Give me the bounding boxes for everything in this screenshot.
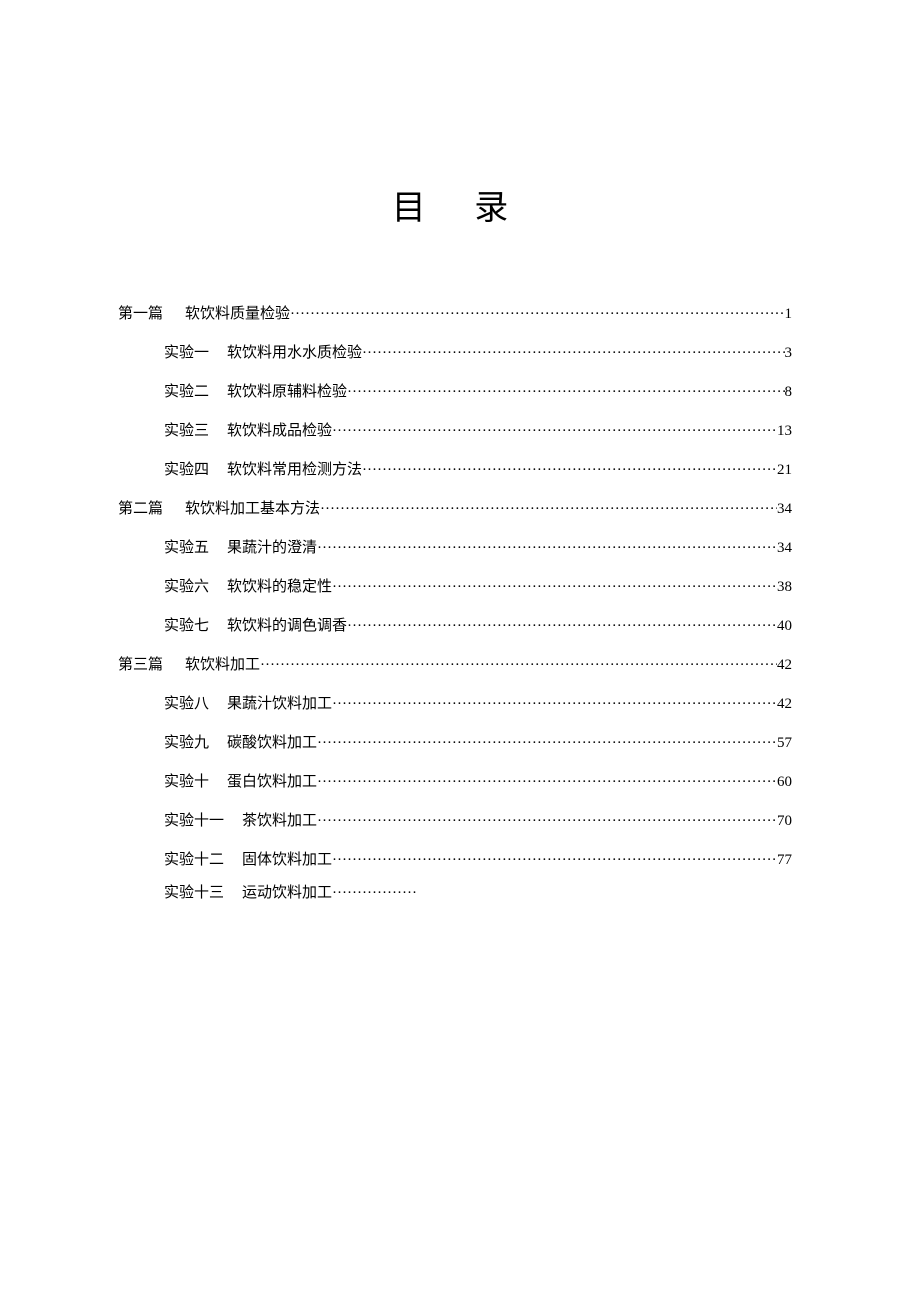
toc-section-heading: 第三篇 软饮料加工 42 xyxy=(118,658,792,673)
toc-leader xyxy=(320,502,777,517)
page-number: 34 xyxy=(777,541,792,556)
item-title: 软饮料成品检验 xyxy=(227,424,332,439)
toc-leader xyxy=(317,775,777,790)
toc-item: 实验二 软饮料原辅料检验 8 xyxy=(118,385,792,400)
toc-item: 实验八 果蔬汁饮料加工 42 xyxy=(118,697,792,712)
page-number: 60 xyxy=(777,775,792,790)
item-label: 实验十一 xyxy=(164,814,224,829)
toc-leader xyxy=(332,853,777,868)
item-label: 实验三 xyxy=(164,424,209,439)
page-number: 42 xyxy=(777,658,792,673)
toc-leader xyxy=(332,580,777,595)
item-title: 软饮料用水水质检验 xyxy=(227,346,362,361)
toc-item: 实验三 软饮料成品检验 13 xyxy=(118,424,792,439)
page-number: 40 xyxy=(777,619,792,634)
page-number: 3 xyxy=(785,346,793,361)
toc-item: 实验十 蛋白饮料加工 60 xyxy=(118,775,792,790)
toc-leader xyxy=(362,463,777,478)
toc-item: 实验五 果蔬汁的澄清 34 xyxy=(118,541,792,556)
page-number: 38 xyxy=(777,580,792,595)
toc-leader xyxy=(362,346,784,361)
toc-leader xyxy=(347,619,777,634)
section-label: 第一篇 xyxy=(118,307,163,322)
page-number: 57 xyxy=(777,736,792,751)
section-label: 第二篇 xyxy=(118,502,163,517)
item-title: 固体饮料加工 xyxy=(242,853,332,868)
item-title: 软饮料的稳定性 xyxy=(227,580,332,595)
toc-item: 实验十一 茶饮料加工 70 xyxy=(118,814,792,829)
page-number: 34 xyxy=(777,502,792,517)
toc-item: 实验六 软饮料的稳定性 38 xyxy=(118,580,792,595)
page-title: 目 录 xyxy=(0,180,920,229)
item-title: 茶饮料加工 xyxy=(242,814,317,829)
page-number: 8 xyxy=(785,385,793,400)
item-label: 实验九 xyxy=(164,736,209,751)
section-title: 软饮料加工基本方法 xyxy=(185,502,320,517)
toc-leader xyxy=(332,424,777,439)
toc-section-heading: 第二篇 软饮料加工基本方法 34 xyxy=(118,502,792,517)
toc-leader xyxy=(317,541,777,556)
item-label: 实验七 xyxy=(164,619,209,634)
item-label: 实验一 xyxy=(164,346,209,361)
toc-item: 实验九 碳酸饮料加工 57 xyxy=(118,736,792,751)
toc-item: 实验十三 运动饮料加工 xyxy=(118,886,792,901)
table-of-contents: 第一篇 软饮料质量检验 1 实验一 软饮料用水水质检验 3 实验二 软饮料原辅料… xyxy=(0,307,920,901)
toc-item: 实验七 软饮料的调色调香 40 xyxy=(118,619,792,634)
item-label: 实验十二 xyxy=(164,853,224,868)
item-label: 实验二 xyxy=(164,385,209,400)
toc-leader xyxy=(332,886,447,901)
toc-section-heading: 第一篇 软饮料质量检验 1 xyxy=(118,307,792,322)
page-number: 1 xyxy=(785,307,793,322)
item-title: 碳酸饮料加工 xyxy=(227,736,317,751)
page-number: 70 xyxy=(777,814,792,829)
item-label: 实验六 xyxy=(164,580,209,595)
toc-leader xyxy=(290,307,784,322)
toc-leader xyxy=(347,385,784,400)
page-number: 13 xyxy=(777,424,792,439)
toc-item: 实验十二 固体饮料加工 77 xyxy=(118,853,792,868)
toc-leader xyxy=(332,697,777,712)
item-label: 实验十三 xyxy=(164,886,224,901)
page-number: 77 xyxy=(777,853,792,868)
section-label: 第三篇 xyxy=(118,658,163,673)
section-title: 软饮料质量检验 xyxy=(185,307,290,322)
item-title: 蛋白饮料加工 xyxy=(227,775,317,790)
item-label: 实验八 xyxy=(164,697,209,712)
item-title: 软饮料的调色调香 xyxy=(227,619,347,634)
toc-item: 实验四 软饮料常用检测方法 21 xyxy=(118,463,792,478)
item-label: 实验五 xyxy=(164,541,209,556)
item-title: 软饮料原辅料检验 xyxy=(227,385,347,400)
item-title: 运动饮料加工 xyxy=(242,886,332,901)
item-label: 实验四 xyxy=(164,463,209,478)
toc-leader xyxy=(317,814,777,829)
item-title: 果蔬汁的澄清 xyxy=(227,541,317,556)
page-number: 21 xyxy=(777,463,792,478)
toc-leader xyxy=(260,658,777,673)
item-title: 软饮料常用检测方法 xyxy=(227,463,362,478)
toc-item: 实验一 软饮料用水水质检验 3 xyxy=(118,346,792,361)
toc-leader xyxy=(317,736,777,751)
section-title: 软饮料加工 xyxy=(185,658,260,673)
item-title: 果蔬汁饮料加工 xyxy=(227,697,332,712)
item-label: 实验十 xyxy=(164,775,209,790)
page-number: 42 xyxy=(777,697,792,712)
